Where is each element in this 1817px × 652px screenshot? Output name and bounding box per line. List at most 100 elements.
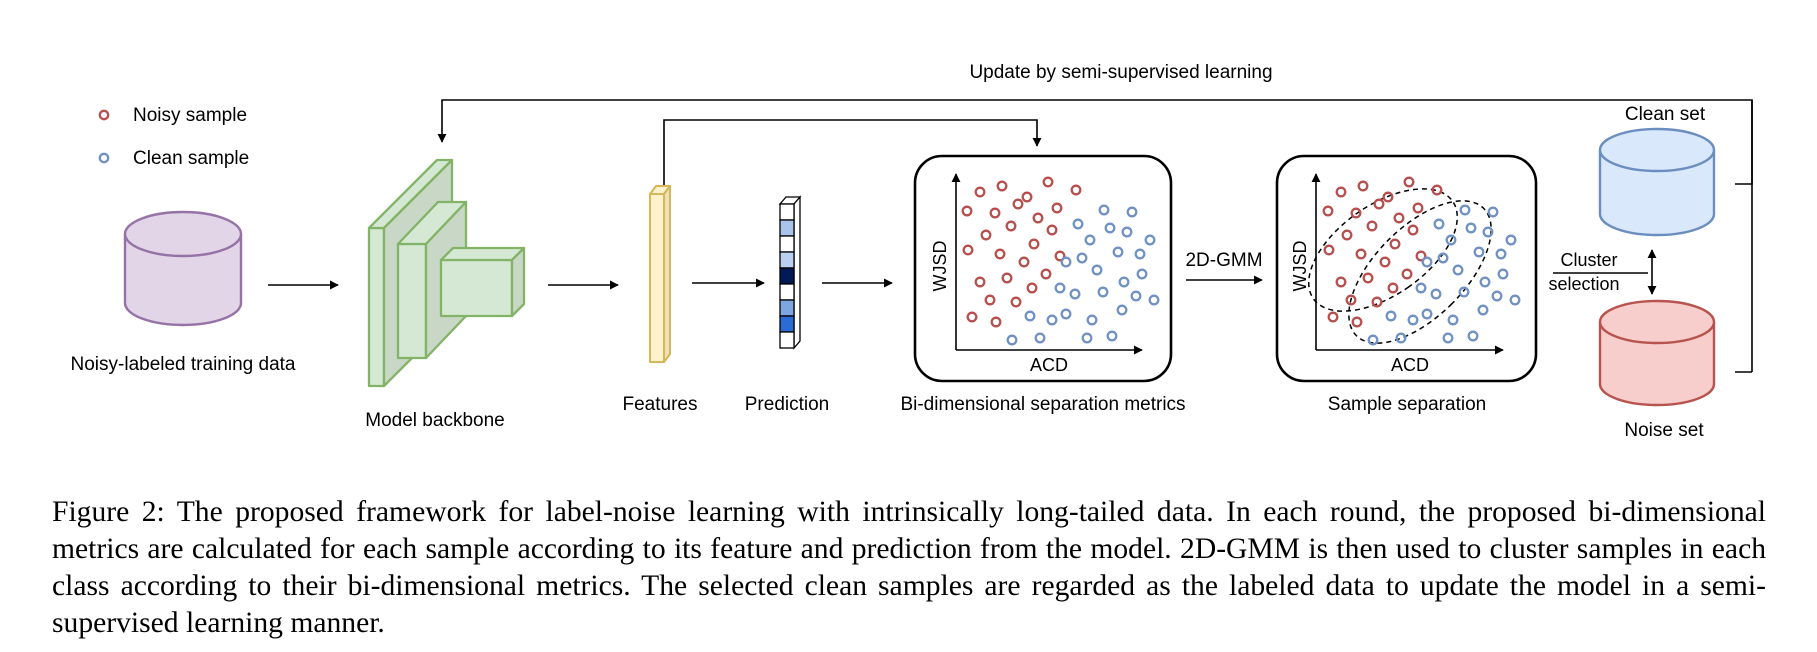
noisy-sample-dot — [1341, 229, 1353, 241]
noise-set-cylinder — [1598, 299, 1716, 407]
clean-sample-dot — [1395, 332, 1407, 344]
features-label: Features — [623, 394, 698, 415]
noisy-sample-dot — [1327, 311, 1339, 323]
noisy-sample-dot — [1431, 184, 1443, 196]
clean-sample-dot — [1497, 268, 1509, 280]
noisy-sample-dot — [1051, 202, 1063, 214]
noisy-sample-dot — [1012, 198, 1024, 210]
cluster-label-line2: selection — [1548, 274, 1619, 294]
clean-sample-dot — [1060, 308, 1072, 320]
update-feedback-arrow — [437, 99, 1753, 373]
noisy-sample-dot — [974, 186, 986, 198]
clean-sample-dot — [1479, 276, 1491, 288]
noisy-sample-dot — [1054, 250, 1066, 262]
noisy-sample-dot — [1005, 220, 1017, 232]
clean-sample-dot — [1442, 332, 1454, 344]
clean-sample-dot — [1118, 276, 1130, 288]
noisy-sample-dot — [1382, 191, 1394, 203]
figure-caption: Figure 2: The proposed framework for lab… — [52, 496, 1766, 639]
clean-sample-dot — [1098, 204, 1110, 216]
separation-scatter — [1322, 176, 1521, 346]
noisy-sample-dot — [1010, 296, 1022, 308]
legend: Noisy sample Clean sample — [98, 105, 249, 169]
noisy-sample-dot — [966, 311, 978, 323]
noisy-sample-dot — [1415, 250, 1427, 262]
noisy-sample-dot — [1407, 224, 1419, 236]
clean-sample-dot — [1097, 286, 1109, 298]
clean-sample-dot — [1407, 314, 1419, 326]
training-data-label: Noisy-labeled training data — [71, 354, 296, 375]
noisy-sample-dot — [1412, 202, 1424, 214]
clean-set-label: Clean set — [1625, 104, 1706, 125]
clean-sample-dot — [1091, 264, 1103, 276]
metrics-x-axis-label: ACD — [1030, 355, 1068, 375]
clean-sample-dot — [1465, 222, 1477, 234]
clean-sample-dot — [1112, 246, 1124, 258]
clean-sample-dot — [1126, 206, 1138, 218]
noisy-sample-dot — [1401, 268, 1413, 280]
clean-sample-dot — [1072, 218, 1084, 230]
noisy-sample-dot — [1387, 282, 1399, 294]
metrics-panel-label: Bi-dimensional separation metrics — [900, 394, 1185, 415]
clean-sample-dot — [1130, 290, 1142, 302]
noisy-sample-dot — [1323, 244, 1335, 256]
clean-sample-dot — [1134, 248, 1146, 260]
noisy-sample-dot — [1373, 198, 1385, 210]
noisy-sample-dot — [1001, 272, 1013, 284]
clean-sample-dot — [1024, 310, 1036, 322]
noisy-sample-dot — [989, 207, 1001, 219]
noisy-sample-dot — [1046, 224, 1058, 236]
noisy-sample-dot — [1042, 176, 1054, 188]
clean-sample-dot — [1076, 252, 1088, 264]
noisy-sample-dot — [1018, 256, 1030, 268]
clean-sample-dot — [1487, 206, 1499, 218]
noisy-sample-dot — [1021, 191, 1033, 203]
clean-sample-dot — [1421, 308, 1433, 320]
clean-sample-dot — [1034, 332, 1046, 344]
noisy-sample-dot — [1366, 220, 1378, 232]
clean-sample-dot — [1458, 286, 1470, 298]
noisy-sample-dot — [1355, 248, 1367, 260]
clean-sample-dot — [1467, 330, 1479, 342]
clean-sample-dot — [1081, 332, 1093, 344]
clean-sample-dot — [1060, 256, 1072, 268]
noisy-sample-dot — [1357, 180, 1369, 192]
noisy-sample-dot — [984, 294, 996, 306]
noisy-sample-dot — [1335, 186, 1347, 198]
backbone-label: Model backbone — [365, 410, 504, 431]
noisy-legend-label: Noisy sample — [133, 105, 247, 126]
clean-sample-dot — [1495, 248, 1507, 260]
metrics-y-axis-label: WJSD — [930, 241, 950, 292]
noisy-sample-dot — [1371, 296, 1383, 308]
noisy-sample-dot — [1070, 184, 1082, 196]
noisy-sample-dot — [980, 229, 992, 241]
clean-sample-dot — [1445, 234, 1457, 246]
separation-x-axis-label: ACD — [1391, 355, 1429, 375]
update-label: Update by semi-supervised learning — [969, 62, 1272, 83]
clean-sample-dot — [1421, 256, 1433, 268]
clean-sample-dot — [1046, 314, 1058, 326]
noisy-sample-dot — [1389, 238, 1401, 250]
noisy-legend-marker — [98, 109, 110, 121]
clean-sample-dot — [1415, 282, 1427, 294]
cluster-label-line1: Cluster — [1560, 250, 1617, 270]
noisy-sample-dot — [990, 316, 1002, 328]
noisy-cluster-ellipse — [1307, 188, 1459, 312]
clean-sample-dot — [1069, 288, 1081, 300]
clean-sample-dot — [1144, 234, 1156, 246]
noisy-sample-dot — [1345, 294, 1357, 306]
clean-sample-dot — [1385, 310, 1397, 322]
noise-set-label: Noise set — [1624, 420, 1704, 441]
noisy-sample-dot — [1335, 276, 1347, 288]
arrow-features-to-metrics — [663, 119, 1042, 185]
metrics-panel: WJSD ACD — [913, 154, 1173, 383]
clean-cluster-ellipse — [1348, 200, 1492, 344]
separation-panel: WJSD ACD — [1275, 154, 1538, 383]
clean-sample-dot — [1106, 330, 1118, 342]
noisy-sample-dot — [1026, 282, 1038, 294]
noisy-sample-dot — [1379, 256, 1391, 268]
noisy-sample-dot — [1403, 176, 1415, 188]
clean-sample-dot — [1121, 226, 1133, 238]
clean-sample-dot — [1473, 246, 1485, 258]
